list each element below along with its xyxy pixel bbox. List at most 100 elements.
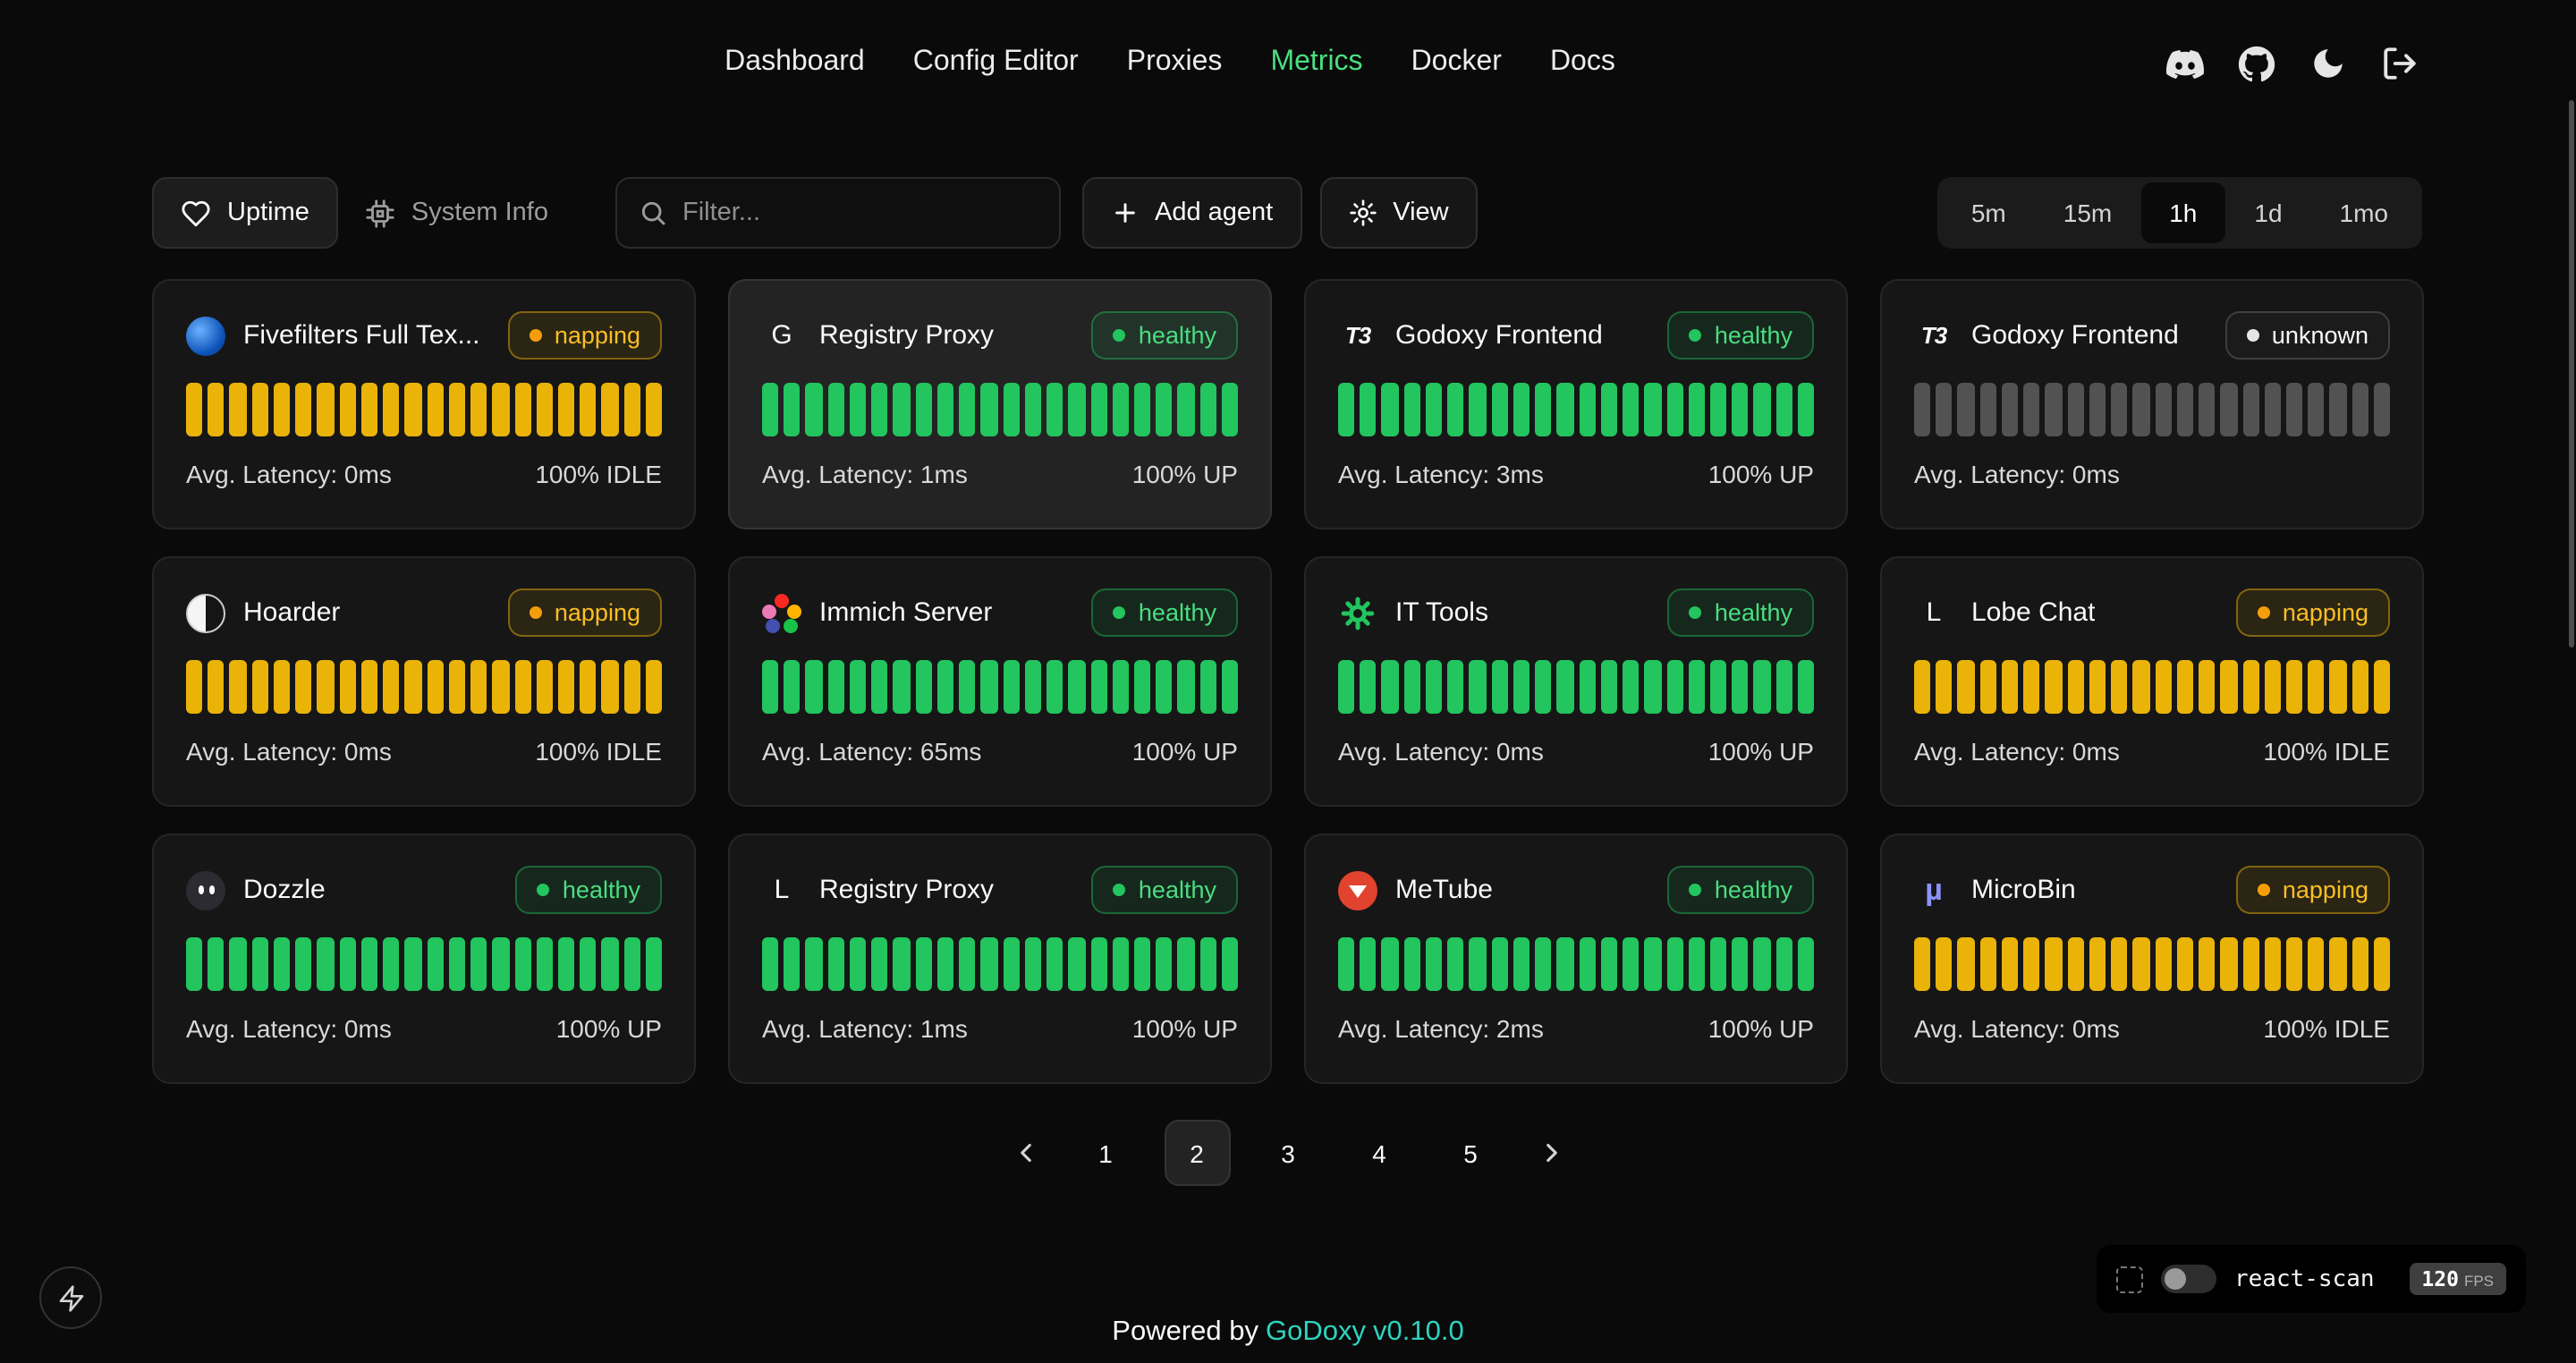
uptime-card-hoarder[interactable]: Hoarder napping Avg. Latency: 0ms 100% IDLE <box>152 556 696 807</box>
uptime-bar <box>893 937 911 991</box>
uptime-bar <box>2067 660 2084 714</box>
uptime-bar <box>1914 383 1931 436</box>
service-name: Registry Proxy <box>819 875 995 905</box>
uptime-bar <box>1753 937 1771 991</box>
page-1[interactable]: 1 <box>1098 1139 1113 1167</box>
nav-item-metrics[interactable]: Metrics <box>1270 47 1363 77</box>
page-3[interactable]: 3 <box>1281 1139 1295 1167</box>
nav-item-config-editor[interactable]: Config Editor <box>912 47 1079 77</box>
avg-latency: Avg. Latency: 65ms <box>762 737 982 766</box>
uptime-bar <box>1600 660 1618 714</box>
tab-system-info[interactable]: System Info <box>338 177 575 249</box>
uptime-bar <box>2023 383 2040 436</box>
avg-latency: Avg. Latency: 0ms <box>186 1014 392 1043</box>
uptime-bar <box>1425 660 1443 714</box>
time-range-1h[interactable]: 1h <box>2140 182 2226 243</box>
moon-icon[interactable] <box>2309 45 2347 82</box>
prev-page-button[interactable] <box>992 1120 1058 1186</box>
scrollbar-thumb[interactable] <box>2569 100 2574 648</box>
godoxy-link[interactable]: GoDoxy <box>1266 1316 1366 1347</box>
uptime-bar <box>208 660 225 714</box>
service-name: IT Tools <box>1395 597 1488 628</box>
uptime-bar <box>1775 937 1792 991</box>
time-range-5m[interactable]: 5m <box>1970 199 2006 227</box>
uptime-bar <box>1579 383 1596 436</box>
uptime-bar <box>2308 660 2325 714</box>
uptime-bar <box>2264 660 2281 714</box>
uptime-bar <box>1199 937 1216 991</box>
status-badge: healthy <box>515 866 662 914</box>
uptime-card-godoxy-frontend[interactable]: T3 Godoxy Frontend healthy Avg. Latency: 3m… <box>1304 279 1848 529</box>
chevron-left-icon <box>1010 1138 1040 1168</box>
nav-item-docs[interactable]: Docs <box>1549 47 1615 77</box>
uptime-percent: 100% UP <box>1131 460 1238 488</box>
uptime-bar <box>580 937 597 991</box>
discord-icon[interactable] <box>2166 45 2204 82</box>
uptime-bar <box>762 660 779 714</box>
uptime-bar <box>849 660 867 714</box>
page-2[interactable]: 2 <box>1164 1120 1230 1186</box>
search-icon <box>638 199 666 227</box>
uptime-bar <box>2199 937 2216 991</box>
page-5[interactable]: 5 <box>1463 1139 1478 1167</box>
uptime-percent: 100% UP <box>1707 1014 1814 1043</box>
uptime-bar <box>1112 383 1129 436</box>
uptime-bar <box>2132 660 2150 714</box>
uptime-card-registry-proxy[interactable]: L Registry Proxy healthy Avg. Latency: 1ms 1… <box>728 834 1272 1084</box>
next-page-button[interactable] <box>1518 1120 1584 1186</box>
view-button[interactable]: View <box>1319 177 1478 249</box>
uptime-card-it-tools[interactable]: IT Tools healthy Avg. Latency: 0ms 100% UP <box>1304 556 1848 807</box>
uptime-card-metube[interactable]: MeTube healthy Avg. Latency: 2ms 100% UP <box>1304 834 1848 1084</box>
status-label: healthy <box>1138 599 1216 626</box>
status-label: healthy <box>1714 599 1792 626</box>
uptime-card-dozzle[interactable]: Dozzle healthy Avg. Latency: 0ms 100% UP <box>152 834 696 1084</box>
uptime-bar <box>1957 937 1975 991</box>
avg-latency: Avg. Latency: 3ms <box>1338 460 1544 488</box>
uptime-bar <box>1979 937 1996 991</box>
fps-value: 120 <box>2421 1266 2459 1291</box>
uptime-bar <box>251 937 268 991</box>
page-4[interactable]: 4 <box>1372 1139 1386 1167</box>
status-dot <box>1113 329 1126 342</box>
uptime-bars <box>762 937 1239 991</box>
uptime-bar <box>1579 937 1596 991</box>
uptime-bar <box>2045 937 2063 991</box>
uptime-bar <box>1936 383 1953 436</box>
inspect-icon[interactable] <box>2116 1266 2143 1292</box>
add-agent-button[interactable]: Add agent <box>1081 177 1302 249</box>
uptime-bar <box>1623 937 1640 991</box>
uptime-card-microbin[interactable]: µ MicroBin napping Avg. Latency: 0ms 100% ID… <box>1880 834 2424 1084</box>
time-range-1d[interactable]: 1d <box>2254 199 2283 227</box>
uptime-bar <box>383 660 400 714</box>
uptime-bar <box>1199 660 1216 714</box>
zap-button[interactable] <box>39 1266 102 1329</box>
uptime-bar <box>893 660 911 714</box>
uptime-card-lobe-chat[interactable]: L Lobe Chat napping Avg. Latency: 0ms 100% I… <box>1880 556 2424 807</box>
uptime-bar <box>1338 937 1355 991</box>
uptime-bar <box>936 937 954 991</box>
uptime-card-fivefilters-full-tex[interactable]: Fivefilters Full Tex... napping Avg. Laten… <box>152 279 696 529</box>
logout-icon[interactable] <box>2381 45 2419 82</box>
uptime-bar <box>2001 383 2019 436</box>
uptime-card-registry-proxy[interactable]: G Registry Proxy healthy Avg. Latency: 1ms 1… <box>728 279 1272 529</box>
uptime-bar <box>1709 660 1727 714</box>
nav-item-dashboard[interactable]: Dashboard <box>724 47 865 77</box>
uptime-card-godoxy-frontend[interactable]: T3 Godoxy Frontend unknown Avg. Latency: 0m… <box>1880 279 2424 529</box>
filter-input[interactable] <box>682 199 1037 227</box>
uptime-bar <box>470 937 487 991</box>
time-range-1mo[interactable]: 1mo <box>2339 199 2388 227</box>
nav-item-docker[interactable]: Docker <box>1411 47 1502 77</box>
react-scan-toggle[interactable] <box>2161 1265 2216 1293</box>
tab-uptime[interactable]: Uptime <box>152 177 338 249</box>
status-label: healthy <box>1714 876 1792 903</box>
uptime-bar <box>2023 937 2040 991</box>
time-range-15m[interactable]: 15m <box>2063 199 2113 227</box>
uptime-card-immich-server[interactable]: Immich Server healthy Avg. Latency: 65ms 10… <box>728 556 1272 807</box>
uptime-bar <box>404 937 422 991</box>
github-icon[interactable] <box>2238 45 2275 82</box>
nav-item-proxies[interactable]: Proxies <box>1126 47 1223 77</box>
uptime-bar <box>1090 383 1107 436</box>
uptime-bar <box>1797 383 1815 436</box>
uptime-bar <box>1513 660 1530 714</box>
service-name: Dozzle <box>243 875 326 905</box>
